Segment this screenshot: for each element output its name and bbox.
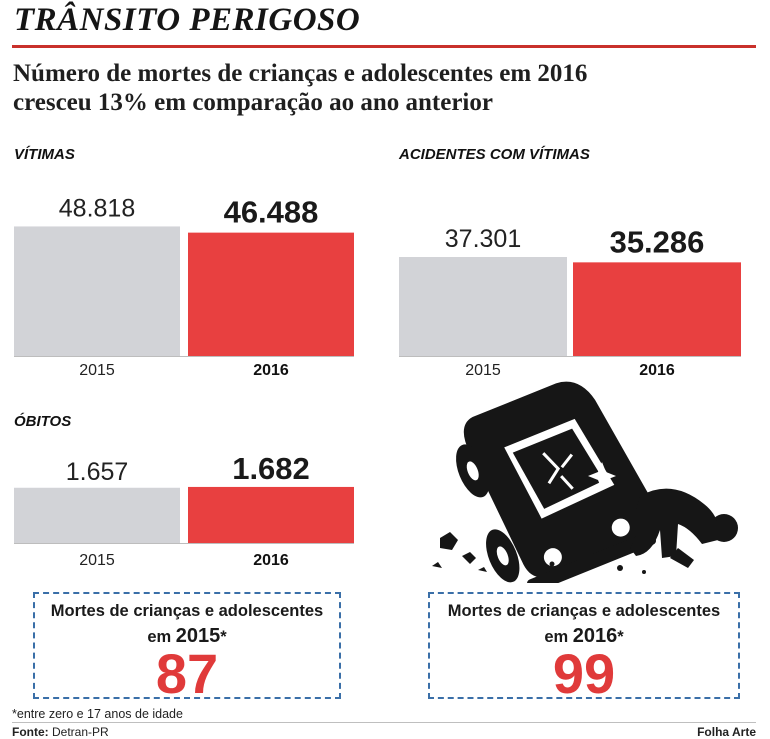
bar-2016 (188, 486, 354, 543)
data-label-2016: 35.286 (610, 224, 705, 259)
subtitle-line-2: cresceu 13% em comparação ao ano anterio… (13, 89, 493, 116)
chart-acidentes-svg: 37.301 2015 35.286 2016 (399, 224, 741, 379)
deaths-box-prefix: em (544, 628, 573, 646)
chart-obitos-svg: 1.657 2015 1.682 2016 (14, 451, 354, 569)
source: Fonte: Detran-PR (12, 725, 109, 739)
bar-2016 (188, 232, 354, 356)
title-rule (12, 45, 756, 48)
category-label-2015: 2015 (79, 552, 115, 569)
deaths-box-label: Mortes de crianças e adolescentes (50, 602, 324, 620)
footer-rule (12, 722, 756, 723)
chart-title-obitos: ÓBITOS (14, 413, 72, 430)
category-label-2016: 2016 (253, 552, 289, 569)
source-value: Detran-PR (52, 725, 109, 739)
deaths-box-year-line: em 2016* (430, 625, 738, 648)
category-label-2016: 2016 (639, 362, 675, 379)
data-label-2015: 37.301 (445, 225, 521, 253)
deaths-box-value: 87 (155, 642, 219, 705)
deaths-box-mark: * (220, 628, 227, 646)
category-label-2016: 2016 (253, 362, 289, 379)
data-label-2015: 48.818 (59, 194, 135, 222)
deaths-box-year: 2016 (572, 625, 618, 647)
source-label: Fonte: (12, 725, 49, 739)
chart-vitimas: 48.818 2015 46.488 2016 (14, 194, 360, 383)
bar-2016 (573, 262, 741, 356)
deaths-box-label: Mortes de crianças e adolescentes (447, 602, 721, 620)
bar-2015 (14, 487, 180, 543)
deaths-box-year-line: em 2015* (35, 625, 339, 648)
category-label-2015: 2015 (79, 362, 115, 379)
page-title: TRÂNSITO PERIGOSO (14, 2, 361, 38)
chart-vitimas-svg: 48.818 2015 46.488 2016 (14, 194, 354, 379)
data-label-2016: 1.682 (232, 451, 310, 486)
category-label-2015: 2015 (465, 362, 501, 379)
overturned-car-and-injured-person-icon (432, 378, 752, 593)
bar-2015 (399, 257, 567, 356)
deaths-box-prefix: em (147, 628, 176, 646)
chart-title-acidentes: ACIDENTES COM VÍTIMAS (399, 146, 590, 163)
data-label-2016: 46.488 (224, 195, 319, 230)
deaths-box-value: 99 (552, 642, 616, 705)
credit: Folha Arte (697, 725, 756, 739)
chart-title-vitimas: VÍTIMAS (14, 146, 75, 163)
page-subtitle: Número de mortes de crianças e adolescen… (13, 59, 753, 117)
chart-acidentes: 37.301 2015 35.286 2016 (399, 218, 741, 383)
deaths-box-mark: * (617, 628, 624, 646)
deaths-box-year: 2015 (175, 625, 221, 647)
subtitle-line-1: Número de mortes de crianças e adolescen… (13, 60, 588, 87)
chart-obitos: 1.657 2015 1.682 2016 (14, 451, 360, 575)
bar-2015 (14, 226, 180, 356)
data-label-2015: 1.657 (66, 458, 129, 486)
deaths-box-2015: Mortes de crianças e adolescentes em 201… (33, 592, 341, 705)
footnote: *entre zero e 17 anos de idade (12, 707, 183, 721)
deaths-box-2016: Mortes de crianças e adolescentes em 201… (428, 592, 740, 705)
